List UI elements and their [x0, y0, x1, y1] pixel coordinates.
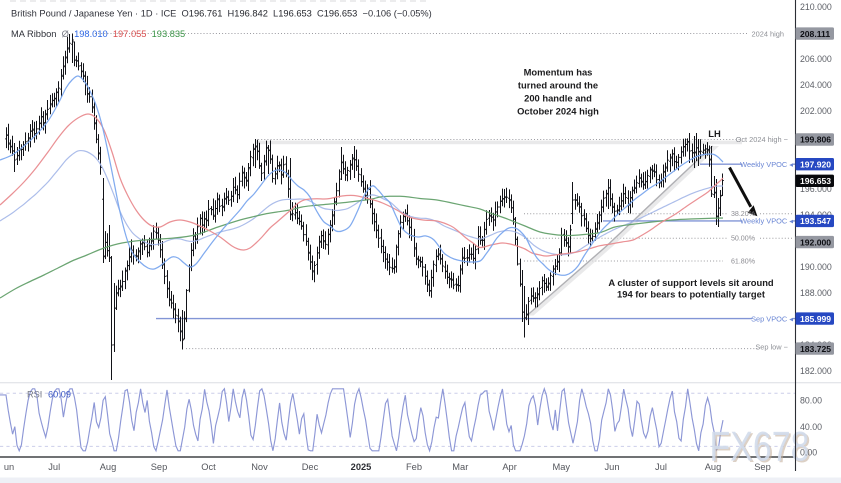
svg-text:Aug: Aug: [705, 462, 722, 472]
svg-text:Sep VPOC ◂: Sep VPOC ◂: [751, 314, 793, 323]
svg-text:MA Ribbon Ø 198.010 197.055: MA Ribbon Ø 198.010 197.055 193.835: [11, 29, 185, 39]
svg-text:182.000: 182.000: [800, 366, 832, 376]
svg-text:38.20%: 38.20%: [731, 210, 756, 218]
svg-text:Jun: Jun: [605, 462, 620, 472]
svg-text:202.000: 202.000: [800, 106, 832, 116]
svg-text:Sep: Sep: [754, 462, 771, 472]
svg-text:192.000: 192.000: [800, 237, 831, 247]
svg-text:200 handle and: 200 handle and: [524, 93, 592, 104]
svg-text:Oct: Oct: [201, 462, 216, 472]
svg-text:turned around the: turned around the: [518, 80, 598, 91]
svg-text:196.000: 196.000: [800, 184, 832, 194]
svg-text:Aug: Aug: [100, 462, 117, 472]
svg-text:2025: 2025: [351, 462, 372, 472]
svg-text:50.00%: 50.00%: [731, 235, 756, 243]
svg-text:2024 high: 2024 high: [752, 29, 784, 38]
svg-text:Dec: Dec: [302, 462, 319, 472]
svg-text:May: May: [553, 462, 571, 472]
svg-text:185.999: 185.999: [800, 314, 831, 324]
svg-text:Jul: Jul: [655, 462, 667, 472]
svg-text:80.00: 80.00: [800, 396, 822, 406]
svg-text:Nov: Nov: [251, 462, 268, 472]
svg-text:FX678: FX678: [711, 424, 811, 471]
svg-text:Jul: Jul: [48, 462, 60, 472]
svg-text:LH: LH: [708, 128, 721, 139]
svg-text:Apr: Apr: [502, 462, 516, 472]
svg-text:40.00: 40.00: [800, 422, 822, 432]
svg-text:196.653: 196.653: [800, 176, 831, 186]
svg-text:204.000: 204.000: [800, 80, 832, 90]
svg-text:199.806: 199.806: [800, 135, 831, 145]
svg-text:194 for bears to potentially t: 194 for bears to potentially target: [617, 289, 765, 300]
svg-text:188.000: 188.000: [800, 288, 832, 298]
svg-text:210.000: 210.000: [800, 2, 832, 12]
svg-text:Sep low −: Sep low −: [755, 342, 788, 351]
svg-text:British Pound / Japanese Yen ·: British Pound / Japanese Yen · 1D · ICE …: [11, 9, 432, 19]
svg-text:Sep: Sep: [151, 462, 168, 472]
svg-text:Oct 2024 high −: Oct 2024 high −: [736, 135, 788, 144]
svg-text:206.000: 206.000: [800, 54, 832, 64]
svg-text:A cluster of support levels si: A cluster of support levels sit around: [608, 277, 774, 288]
svg-text:Weekly VPOC ◂: Weekly VPOC ◂: [740, 160, 793, 169]
svg-text:60.09: 60.09: [48, 390, 71, 400]
svg-text:183.725: 183.725: [800, 344, 831, 354]
svg-text:Mar: Mar: [452, 462, 468, 472]
svg-text:61.80%: 61.80%: [731, 257, 756, 265]
svg-text:190.000: 190.000: [800, 262, 832, 272]
svg-text:October 2024 high: October 2024 high: [517, 106, 599, 117]
svg-text:FX678: FX678: [710, 423, 810, 470]
svg-text:0.00: 0.00: [800, 448, 817, 458]
svg-text:un: un: [4, 462, 14, 472]
svg-text:Momentum has: Momentum has: [524, 67, 593, 78]
svg-text:Feb: Feb: [406, 462, 422, 472]
svg-text:RSI: RSI: [27, 390, 42, 400]
svg-text:193.547: 193.547: [800, 216, 831, 226]
svg-text:197.920: 197.920: [800, 159, 831, 169]
svg-text:208.111: 208.111: [800, 29, 830, 39]
svg-text:Weekly VPOC ◂: Weekly VPOC ◂: [740, 217, 793, 226]
